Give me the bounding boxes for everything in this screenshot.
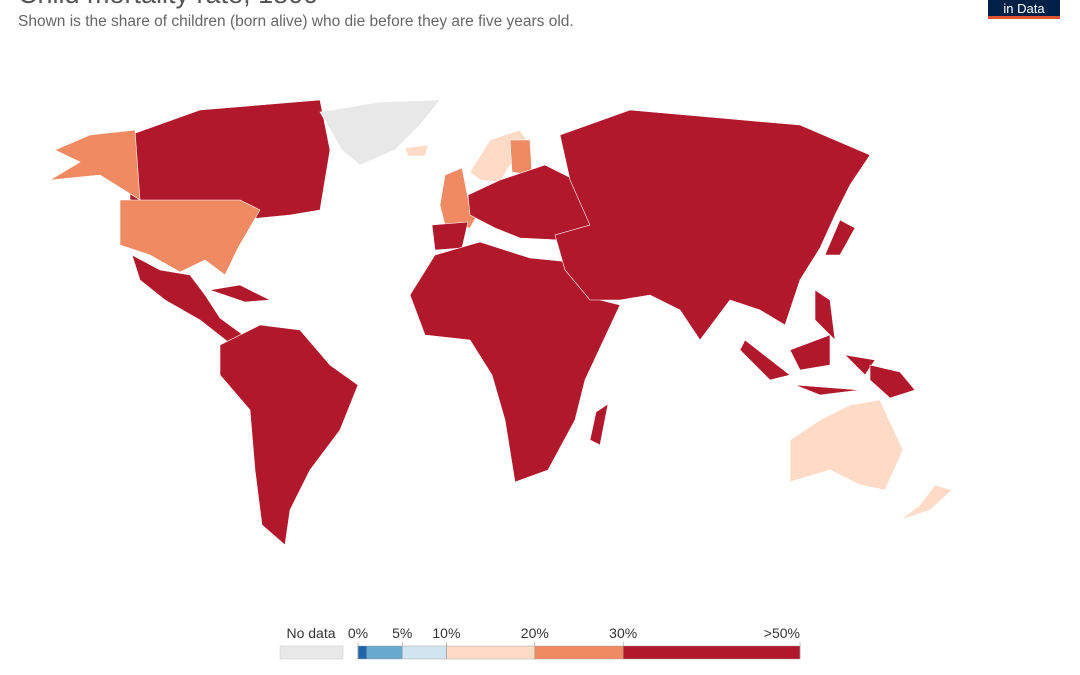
logo-text: in Data bbox=[1003, 1, 1045, 16]
legend-bin bbox=[534, 645, 624, 660]
legend-bin bbox=[623, 645, 801, 660]
legend-bin bbox=[357, 645, 368, 660]
legend-tick-label: 10% bbox=[432, 625, 460, 641]
usa bbox=[119, 199, 261, 276]
legend-bin bbox=[366, 645, 403, 660]
asia bbox=[554, 109, 871, 341]
greenland bbox=[319, 99, 441, 166]
legend-tick-label: 30% bbox=[609, 625, 637, 641]
iberia bbox=[431, 221, 469, 251]
no-data-swatch bbox=[279, 645, 344, 660]
madagascar bbox=[589, 403, 609, 446]
legend-tick-label: 20% bbox=[521, 625, 549, 641]
logo-box bbox=[988, 0, 1060, 17]
legend-bin bbox=[446, 645, 535, 660]
world-map bbox=[49, 99, 953, 546]
legend-tick-label: >50% bbox=[764, 625, 800, 641]
no-data-label: No data bbox=[286, 625, 335, 641]
new-zealand bbox=[899, 484, 953, 521]
legend-bin bbox=[402, 645, 447, 660]
caribbean bbox=[209, 284, 272, 303]
africa bbox=[409, 241, 621, 483]
philippines bbox=[814, 289, 836, 341]
australia bbox=[789, 399, 904, 491]
legend-tick-label: 0% bbox=[348, 625, 368, 641]
legend-tick-label: 5% bbox=[392, 625, 412, 641]
alaska bbox=[49, 129, 141, 201]
title: Child mortality rate, 1800 bbox=[18, 0, 318, 9]
finland bbox=[509, 139, 533, 176]
logo: in Data bbox=[988, 0, 1060, 19]
indonesia bbox=[739, 334, 876, 396]
japan bbox=[824, 219, 856, 256]
subtitle: Shown is the share of children (born ali… bbox=[18, 13, 574, 30]
iceland bbox=[404, 144, 429, 157]
papua-new-guinea bbox=[869, 364, 916, 399]
south-america bbox=[219, 324, 359, 546]
legend: No data 0% 5% 10% 20% 30% >50% bbox=[279, 625, 801, 660]
logo-bar bbox=[988, 16, 1060, 19]
mexico-central-america bbox=[131, 254, 251, 346]
